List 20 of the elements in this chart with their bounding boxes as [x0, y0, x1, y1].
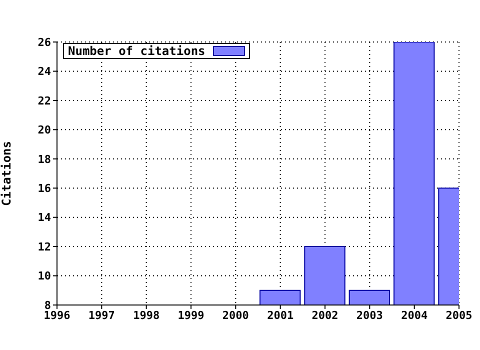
- y-tick-label: 26: [38, 36, 52, 49]
- y-tick-label: 10: [38, 270, 51, 283]
- x-tick-label: 2005: [446, 308, 472, 322]
- y-tick-label: 20: [38, 124, 51, 137]
- x-tick-label: 2004: [401, 308, 428, 322]
- y-axis-title: Citations: [0, 140, 14, 206]
- x-tick-label: 2000: [222, 308, 249, 322]
- x-tick-label: 2002: [312, 308, 338, 322]
- y-tick-label: 22: [38, 94, 51, 108]
- y-tick-label: 12: [38, 240, 51, 254]
- x-tick-label: 2001: [267, 308, 294, 322]
- legend-label: Number of citations: [68, 44, 206, 58]
- x-tick-label: 2003: [356, 308, 383, 322]
- x-tick-label: 1998: [133, 308, 160, 322]
- y-tick-label: 18: [38, 152, 51, 166]
- x-tick-label: 1997: [88, 308, 115, 322]
- x-tick-label: 1999: [178, 308, 204, 322]
- y-tick-label: 24: [38, 65, 52, 78]
- y-tick-label: 14: [38, 211, 52, 224]
- y-tick-label: 16: [38, 182, 52, 196]
